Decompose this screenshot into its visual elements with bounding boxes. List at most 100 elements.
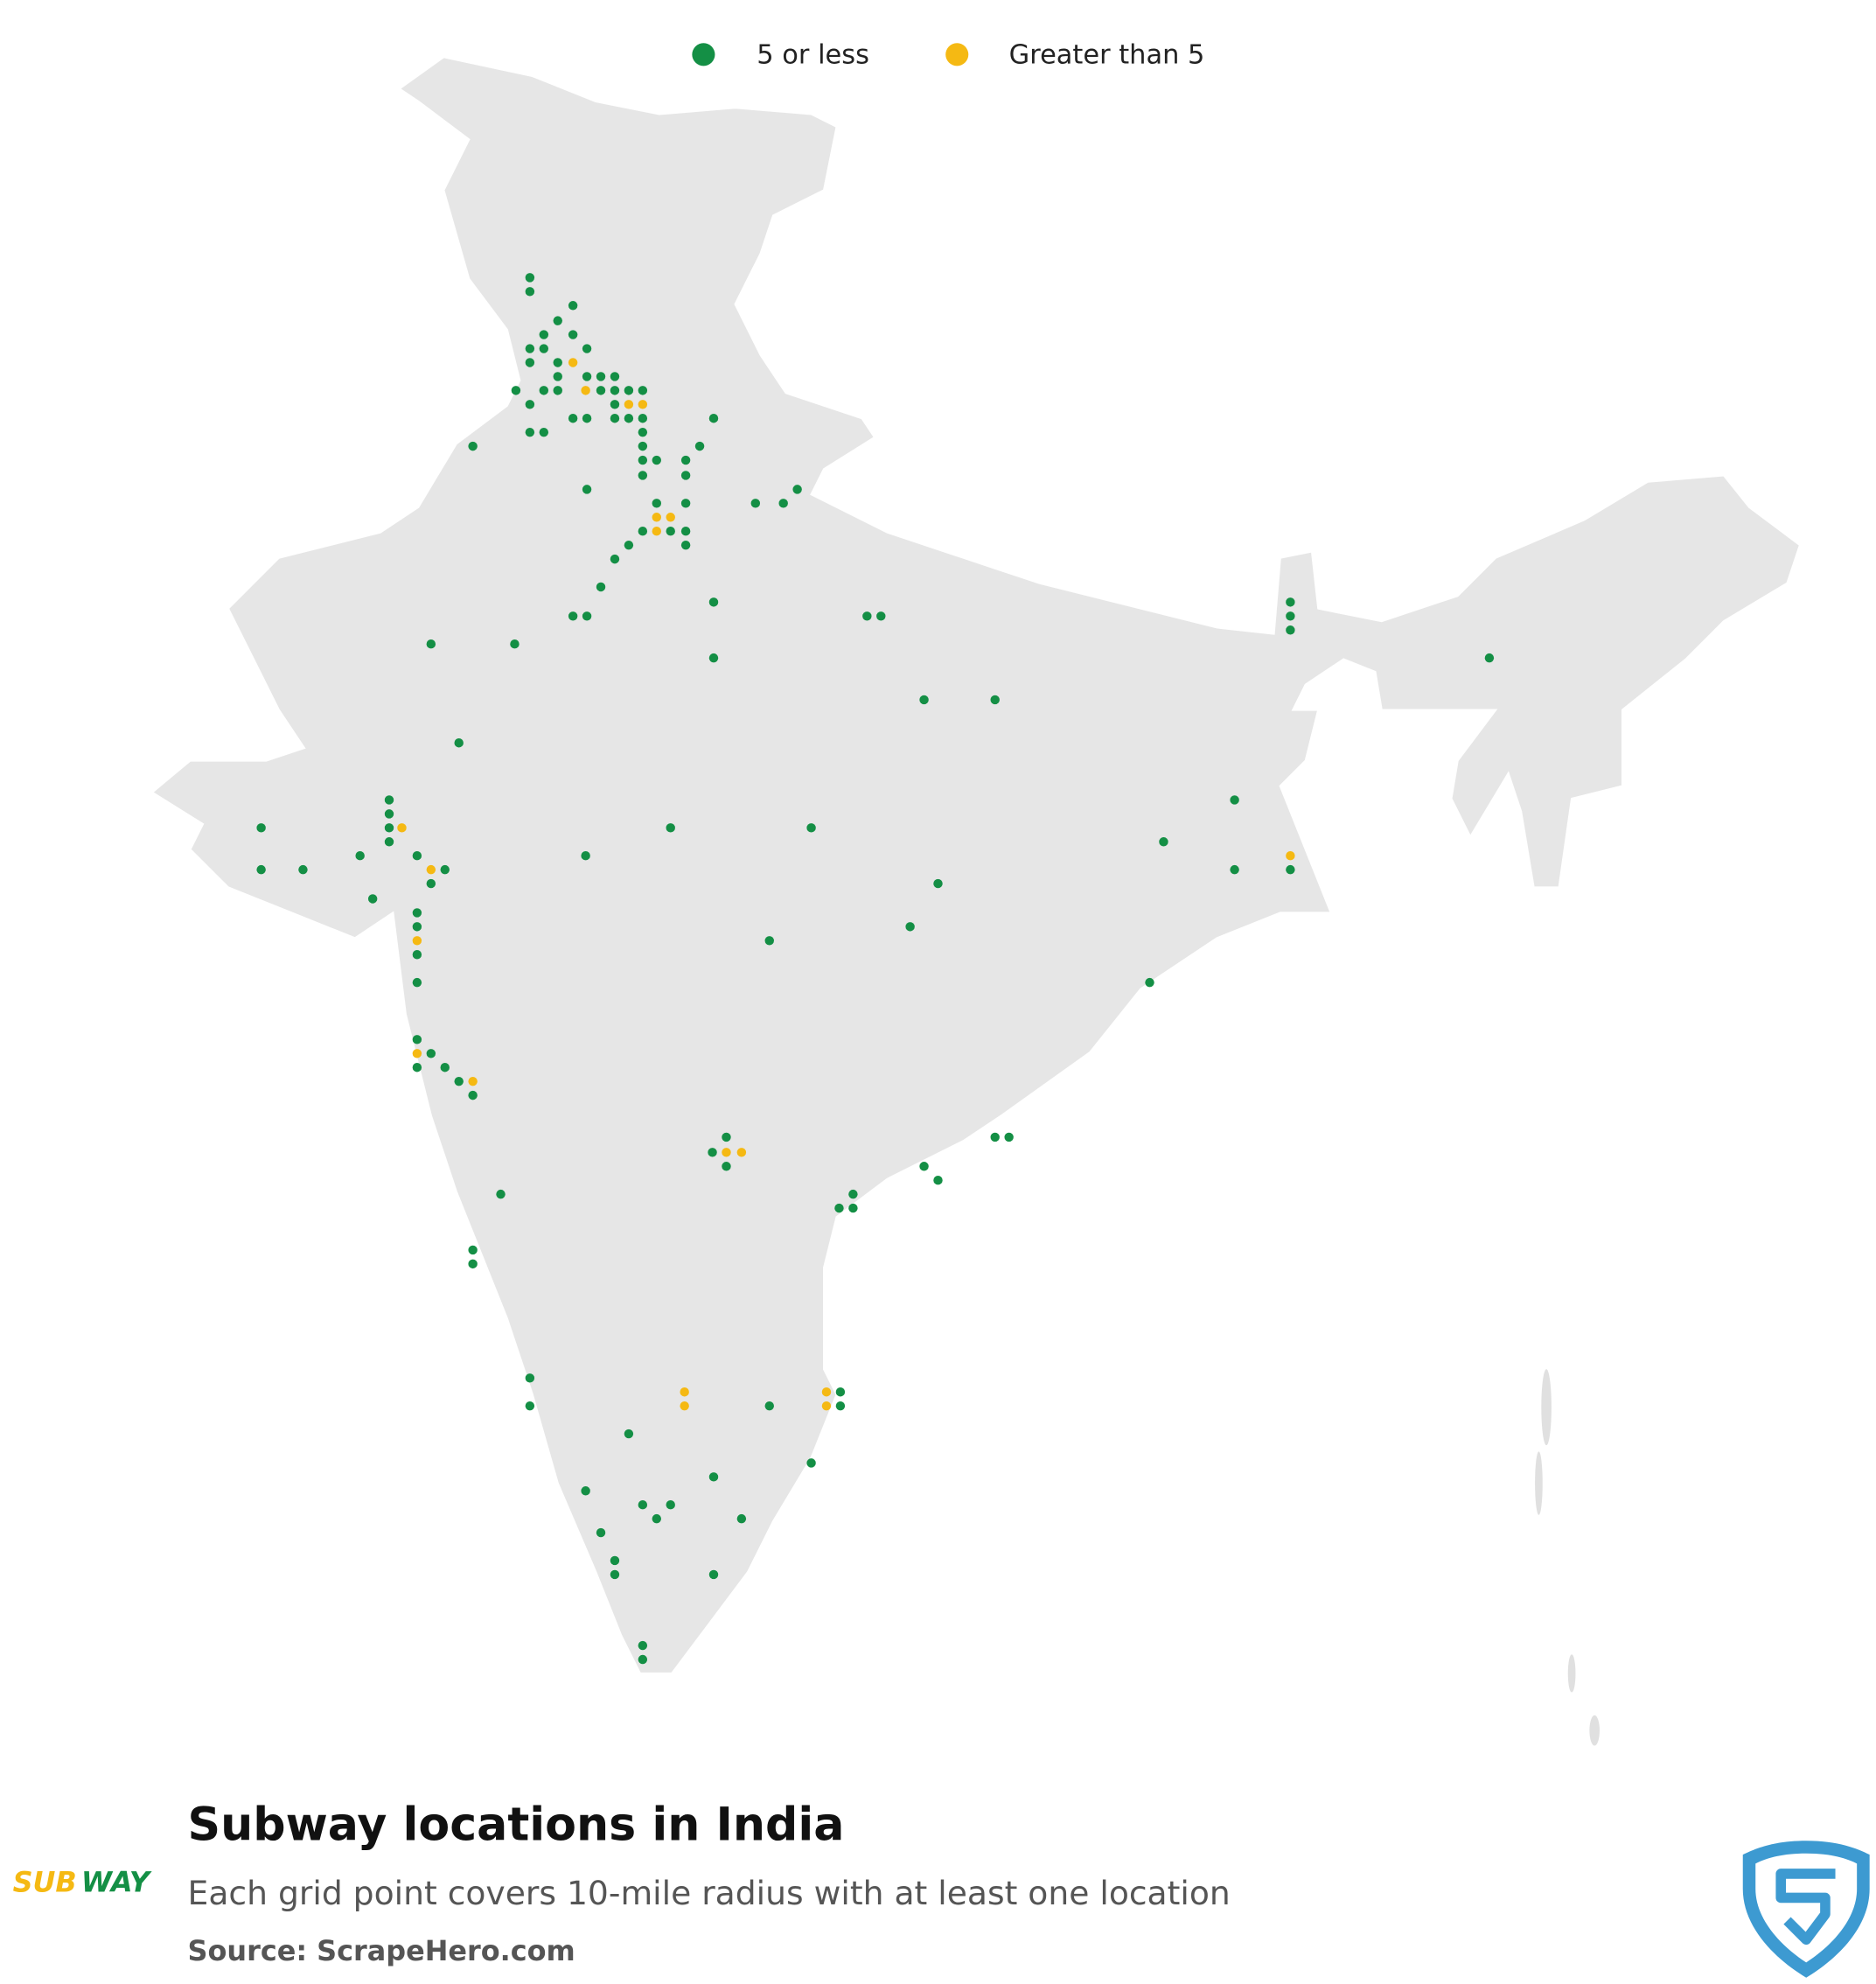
location-dot-small [1159,837,1168,847]
location-dot-large [624,400,634,409]
location-dot-small [596,372,606,381]
location-dot-small [764,1401,774,1411]
location-dot-small [553,358,562,367]
island [1567,1654,1576,1693]
location-dot-small [610,400,620,409]
location-dot-small [525,273,535,283]
location-dot-small [568,330,578,339]
location-dot-small [610,554,620,564]
location-dot-small [933,1175,943,1185]
location-dot-small [412,1035,422,1044]
location-dot-small [412,908,422,918]
location-dot-small [848,1189,858,1199]
location-dot-small [468,1090,478,1100]
location-dot-small [468,441,478,451]
location-dot-small [525,400,535,409]
location-dot-small [1004,1132,1014,1142]
location-dot-large [652,526,661,536]
location-dot-small [722,1162,731,1171]
location-dot-large [426,864,436,875]
location-dot-small [539,427,549,437]
location-dot-large [468,1076,478,1086]
location-dot-small [496,1189,506,1199]
location-dot-small [582,372,592,381]
location-dot-small [412,1063,422,1072]
location-dot-small [905,922,915,932]
location-dot-small [384,837,394,847]
location-dot-small [426,1049,436,1058]
location-dot-small [426,878,436,889]
location-dot-small [582,611,592,621]
location-dot-small [680,471,691,480]
location-dot-small [624,414,634,423]
location-dot-large [412,1049,422,1058]
location-dot-small [582,414,592,423]
location-dot-small [525,1373,535,1383]
location-dot-small [553,372,562,381]
location-dot-small [708,1148,717,1157]
location-dot-small [1286,597,1295,607]
legend-marker [692,43,715,66]
location-dot-small [652,1513,661,1524]
location-dot-small [638,386,648,395]
location-dot-small [680,526,691,536]
location-dot-small [412,850,422,861]
location-dot-small [525,344,535,353]
location-dot-small [610,1569,620,1580]
location-dot-small [384,823,394,833]
location-dot-small [990,1132,1000,1142]
location-dot-small [638,414,648,423]
location-dot-large [581,386,590,395]
location-dot-small [610,414,620,423]
location-dot-small [638,1499,648,1510]
location-dot-small [638,1654,648,1665]
location-dot-small [384,809,394,819]
location-dot-small [256,823,266,833]
location-dot-small [355,850,365,861]
location-dot-small [1145,977,1154,988]
location-dot-small [638,455,648,465]
location-dot-small [680,455,691,465]
location-dot-small [652,455,661,465]
location-dot-small [624,386,634,395]
location-dot-small [581,1486,590,1496]
location-dot-small [1286,625,1295,635]
location-dot-small [862,611,872,621]
location-dot-small [708,1472,719,1482]
location-dot-small [298,864,308,875]
location-dot-small [750,499,761,508]
location-dot-small [848,1203,858,1213]
location-dot-small [666,823,675,833]
location-dot-small [510,639,520,649]
location-dot-small [666,526,675,536]
location-dot-small [708,1569,719,1580]
location-dot-small [412,922,422,932]
location-dot-small [778,499,788,508]
title: Subway locations in India [188,1799,845,1852]
scrapehero-logo [1742,1841,1870,1978]
island [1535,1451,1543,1515]
location-dot-small [834,1203,844,1213]
location-dot-large [652,513,661,522]
location-dot-small [806,1458,816,1468]
location-dot-small [806,823,816,833]
location-dot-small [919,1162,929,1171]
islands [1535,1369,1600,1746]
location-dot-small [638,471,648,480]
location-dot-small [933,878,943,889]
location-dot-small [638,526,648,536]
location-dot-small [694,441,705,451]
location-dot-small [638,427,648,437]
location-dot-small [666,1499,675,1510]
location-dot-large [680,1401,689,1411]
location-dot-large [736,1148,747,1157]
legend-marker [945,43,969,66]
location-dot-small [525,287,535,297]
location-dot-large [821,1387,832,1397]
brand-logo: SUB WAY [13,1866,152,1899]
location-dot-small [1230,864,1239,875]
location-dot-small [624,540,634,550]
location-dot-small [652,499,661,508]
